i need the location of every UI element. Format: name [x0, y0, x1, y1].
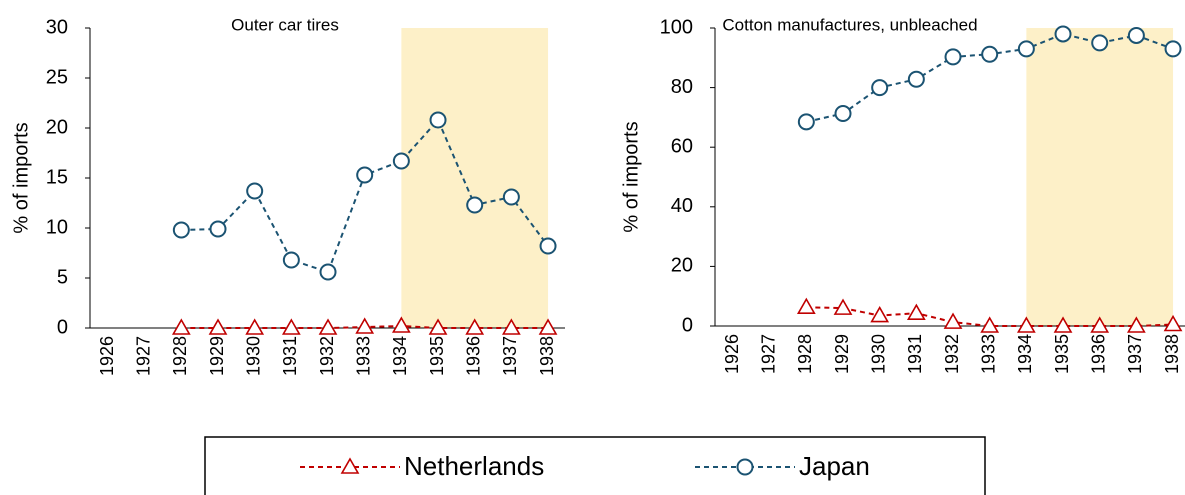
- y-axis-label: % of imports: [10, 122, 32, 233]
- marker: [538, 318, 558, 335]
- x-tick-label: 1930: [868, 334, 888, 374]
- y-tick-label: 10: [46, 216, 68, 238]
- x-tick-label: 1931: [280, 336, 300, 376]
- marker: [429, 111, 447, 129]
- marker: [1090, 316, 1110, 333]
- marker: [980, 316, 1000, 333]
- x-tick-label: 1934: [390, 336, 410, 376]
- x-tick-label: 1933: [353, 336, 373, 376]
- x-tick-label: 1926: [722, 334, 742, 374]
- x-tick-label: 1929: [832, 334, 852, 374]
- y-tick-label: 30: [46, 16, 68, 38]
- y-tick-label: 5: [57, 266, 68, 288]
- chart-title: Cotton manufactures, unbleached: [722, 15, 977, 34]
- marker: [355, 317, 375, 334]
- marker: [502, 188, 520, 206]
- legend-marker: [340, 457, 360, 474]
- marker: [501, 318, 521, 335]
- x-tick-label: 1926: [97, 336, 117, 376]
- marker: [907, 70, 925, 88]
- highlight-band: [1026, 28, 1174, 326]
- marker: [943, 312, 963, 329]
- y-tick-label: 20: [46, 116, 68, 138]
- y-tick-label: 100: [660, 16, 693, 38]
- legend-label: Netherlands: [404, 451, 544, 481]
- marker: [245, 318, 265, 335]
- marker: [796, 297, 816, 315]
- marker: [981, 45, 999, 63]
- marker: [871, 79, 889, 97]
- series-line: [806, 306, 1174, 327]
- legend-marker: [736, 458, 754, 476]
- marker: [246, 182, 264, 200]
- y-tick-label: 25: [46, 66, 68, 88]
- marker: [392, 152, 410, 170]
- marker: [465, 318, 485, 335]
- marker: [944, 48, 962, 66]
- marker: [870, 305, 890, 323]
- marker: [1017, 40, 1035, 58]
- marker: [208, 318, 228, 335]
- x-tick-label: 1929: [207, 336, 227, 376]
- chart-title: Outer car tires: [231, 15, 339, 34]
- marker: [282, 251, 300, 269]
- marker: [1126, 316, 1146, 333]
- marker: [834, 105, 852, 123]
- marker: [1091, 34, 1109, 52]
- marker: [539, 237, 557, 255]
- marker: [466, 196, 484, 214]
- legend-box: [204, 436, 986, 495]
- marker: [319, 263, 337, 281]
- marker: [171, 318, 191, 335]
- marker: [391, 316, 411, 333]
- y-tick-label: 40: [671, 195, 693, 217]
- x-tick-label: 1933: [978, 334, 998, 374]
- marker: [209, 220, 227, 238]
- marker: [1127, 26, 1145, 44]
- x-tick-label: 1932: [942, 334, 962, 374]
- x-tick-label: 1936: [463, 336, 483, 376]
- x-tick-label: 1935: [1052, 334, 1072, 374]
- marker: [172, 221, 190, 239]
- marker: [1016, 316, 1036, 333]
- marker: [356, 166, 374, 184]
- marker: [1053, 316, 1073, 333]
- y-tick-label: 20: [671, 255, 693, 277]
- x-tick-label: 1928: [795, 334, 815, 374]
- y-axis-label: % of imports: [620, 121, 642, 232]
- y-tick-label: 80: [671, 76, 693, 98]
- marker: [1164, 40, 1182, 58]
- x-tick-label: 1935: [427, 336, 447, 376]
- legend-label: Japan: [799, 451, 870, 481]
- x-tick-label: 1936: [1088, 334, 1108, 374]
- highlight-band: [401, 28, 549, 328]
- x-tick-label: 1931: [905, 334, 925, 374]
- y-tick-label: 0: [682, 314, 693, 336]
- marker: [281, 318, 301, 335]
- marker: [1054, 25, 1072, 43]
- marker: [833, 298, 853, 315]
- y-tick-label: 15: [46, 166, 68, 188]
- x-tick-label: 1927: [758, 334, 778, 374]
- x-tick-label: 1928: [170, 336, 190, 376]
- x-tick-label: 1937: [500, 336, 520, 376]
- x-tick-label: 1934: [1015, 334, 1035, 374]
- x-tick-label: 1930: [243, 336, 263, 376]
- marker: [906, 303, 926, 320]
- x-tick-label: 1932: [317, 336, 337, 376]
- x-tick-label: 1938: [537, 336, 557, 376]
- marker: [318, 318, 338, 335]
- y-tick-label: 0: [57, 316, 68, 338]
- marker: [428, 318, 448, 335]
- x-tick-label: 1938: [1162, 334, 1182, 374]
- x-tick-label: 1937: [1125, 334, 1145, 374]
- y-tick-label: 60: [671, 135, 693, 157]
- marker: [1163, 314, 1183, 332]
- marker: [797, 113, 815, 131]
- x-tick-label: 1927: [133, 336, 153, 376]
